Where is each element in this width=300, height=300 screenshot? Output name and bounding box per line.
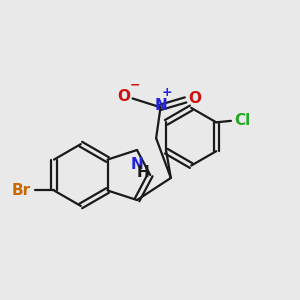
Text: N: N [130, 158, 143, 172]
Text: H: H [137, 165, 150, 180]
Text: Cl: Cl [234, 113, 250, 128]
Text: O: O [117, 89, 130, 104]
Text: −: − [130, 78, 140, 91]
Text: N: N [154, 98, 167, 113]
Text: +: + [162, 86, 172, 99]
Text: O: O [188, 91, 201, 106]
Text: Br: Br [11, 183, 31, 198]
